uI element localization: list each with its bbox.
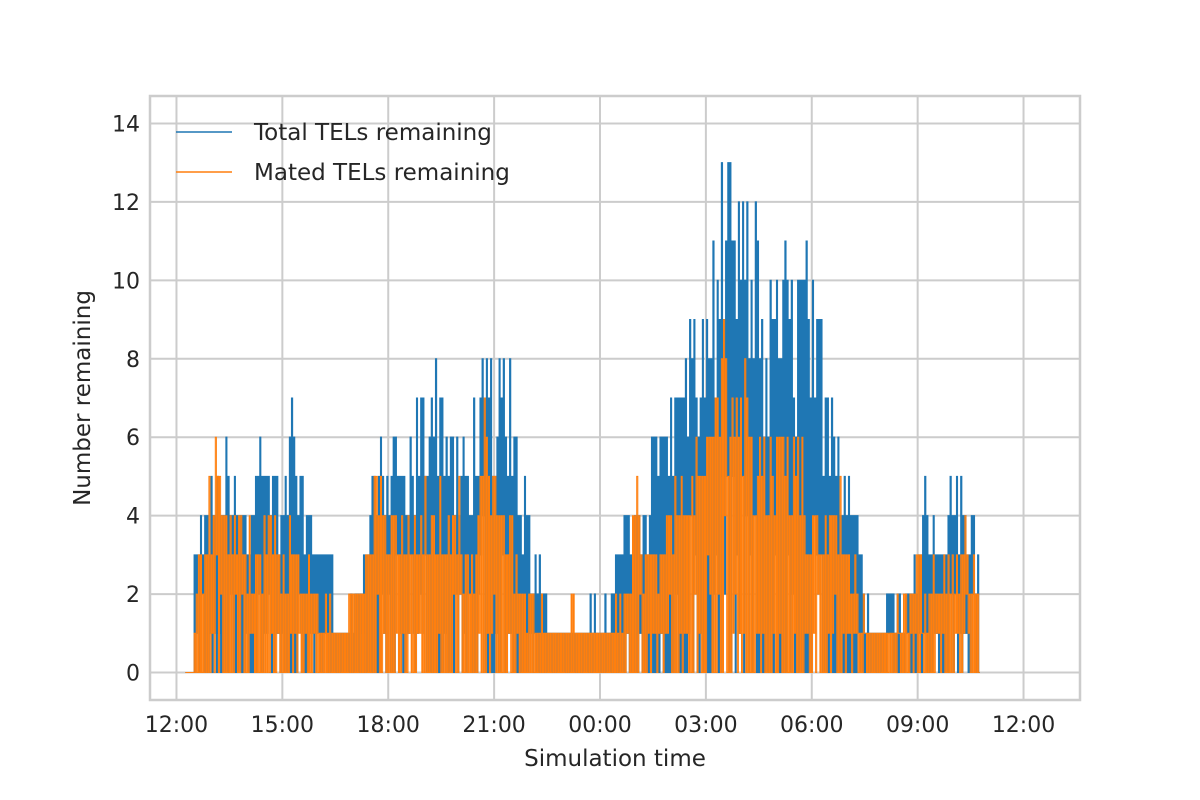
x-axis-title: Simulation time — [524, 746, 706, 772]
y-tick-label: 0 — [126, 662, 140, 687]
x-tick-label: 00:00 — [568, 713, 631, 738]
x-axis: 12:00 15:00 18:00 21:00 00:00 03:00 06:00 09:00… — [145, 713, 1055, 738]
y-axis-title: Number remaining — [70, 290, 96, 506]
plot-area — [185, 162, 980, 674]
y-tick-label: 14 — [112, 112, 140, 137]
x-tick-label: 06:00 — [780, 713, 843, 738]
y-tick-label: 2 — [126, 583, 140, 608]
y-axis: 0 2 4 6 8 10 12 14 — [112, 112, 140, 686]
x-tick-label: 12:00 — [145, 713, 208, 738]
y-tick-label: 6 — [126, 426, 140, 451]
x-tick-label: 18:00 — [357, 713, 420, 738]
legend-label-mated: Mated TELs remaining — [254, 160, 510, 186]
y-tick-label: 8 — [126, 348, 140, 373]
x-tick-label: 03:00 — [674, 713, 737, 738]
y-tick-label: 4 — [126, 505, 140, 530]
x-tick-label: 21:00 — [462, 713, 525, 738]
y-tick-label: 12 — [112, 191, 140, 216]
axes-frame — [148, 94, 1082, 702]
series-line-mated — [185, 319, 980, 673]
y-tick-label: 10 — [112, 269, 140, 294]
legend-label-total: Total TELs remaining — [253, 120, 492, 146]
x-tick-label: 15:00 — [251, 713, 314, 738]
legend: Total TELs remaining Mated TELs remainin… — [176, 120, 510, 186]
x-tick-label: 09:00 — [886, 713, 949, 738]
x-tick-label: 12:00 — [992, 713, 1055, 738]
